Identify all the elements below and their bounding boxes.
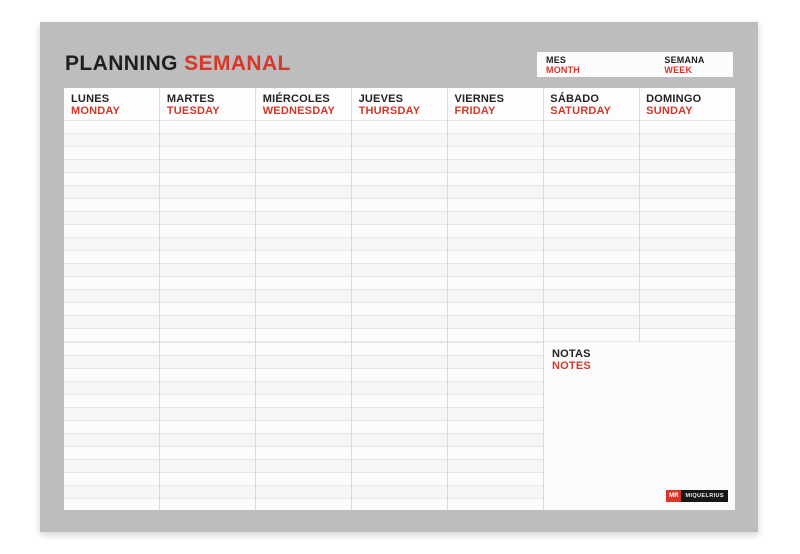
day-label-en: THURSDAY <box>358 105 421 117</box>
brand-logo-mark: MR <box>666 490 682 502</box>
month-label-es: MES <box>546 54 567 65</box>
column-divider <box>543 88 544 510</box>
day-label-es: JUEVES <box>358 93 404 105</box>
day-label-en: SUNDAY <box>646 105 693 117</box>
column-divider <box>639 88 640 342</box>
day-header-sunday: DOMINGO SUNDAY <box>639 88 735 120</box>
day-label-en: WEDNESDAY <box>262 105 336 117</box>
month-field: MES MONTH <box>537 55 664 75</box>
day-label-es: VIERNES <box>454 93 505 105</box>
column-divider <box>351 88 352 510</box>
day-label-es: MIÉRCOLES <box>262 93 330 105</box>
planner-board: PLANNING SEMANAL MES MONTH SEMANA WEEK L… <box>40 22 758 532</box>
notes-section: NOTAS NOTES <box>544 342 735 510</box>
column-divider <box>255 88 256 510</box>
week-grid: LUNES MONDAY MARTES TUESDAY MIÉRCOLES WE… <box>64 88 735 510</box>
notes-label-en: NOTES <box>552 360 591 372</box>
day-header-monday: LUNES MONDAY <box>64 88 160 120</box>
day-header-wednesday: MIÉRCOLES WEDNESDAY <box>256 88 352 120</box>
day-header-tuesday: MARTES TUESDAY <box>160 88 256 120</box>
title-black: PLANNING <box>65 52 178 75</box>
day-header-saturday: SÁBADO SATURDAY <box>543 88 639 120</box>
day-header-friday: VIERNES FRIDAY <box>447 88 543 120</box>
day-label-en: SATURDAY <box>550 105 612 117</box>
week-field: SEMANA WEEK <box>664 55 733 75</box>
day-label-en: MONDAY <box>71 105 121 117</box>
day-label-es: SÁBADO <box>550 93 600 105</box>
brand-logo: MR MIQUELRIUS <box>666 490 728 502</box>
day-label-es: MARTES <box>166 93 215 105</box>
notes-label-es: NOTAS <box>552 348 591 360</box>
page-title: PLANNING SEMANAL <box>65 52 291 76</box>
week-label-es: SEMANA <box>664 54 705 65</box>
day-label-en: FRIDAY <box>454 105 496 117</box>
title-red: SEMANAL <box>184 52 291 75</box>
week-label-en: WEEK <box>664 64 693 75</box>
column-divider <box>159 88 160 510</box>
day-label-es: LUNES <box>71 93 110 105</box>
month-week-box: MES MONTH SEMANA WEEK <box>537 52 733 77</box>
ruled-lines-lower <box>64 342 543 510</box>
column-divider <box>447 88 448 510</box>
day-label-es: DOMINGO <box>646 93 702 105</box>
ruled-lines-upper <box>64 120 735 342</box>
month-label-en: MONTH <box>546 64 580 75</box>
day-label-en: TUESDAY <box>166 105 220 117</box>
brand-logo-name: MIQUELRIUS <box>681 490 728 502</box>
day-header-thursday: JUEVES THURSDAY <box>352 88 448 120</box>
day-header-row: LUNES MONDAY MARTES TUESDAY MIÉRCOLES WE… <box>64 88 735 120</box>
